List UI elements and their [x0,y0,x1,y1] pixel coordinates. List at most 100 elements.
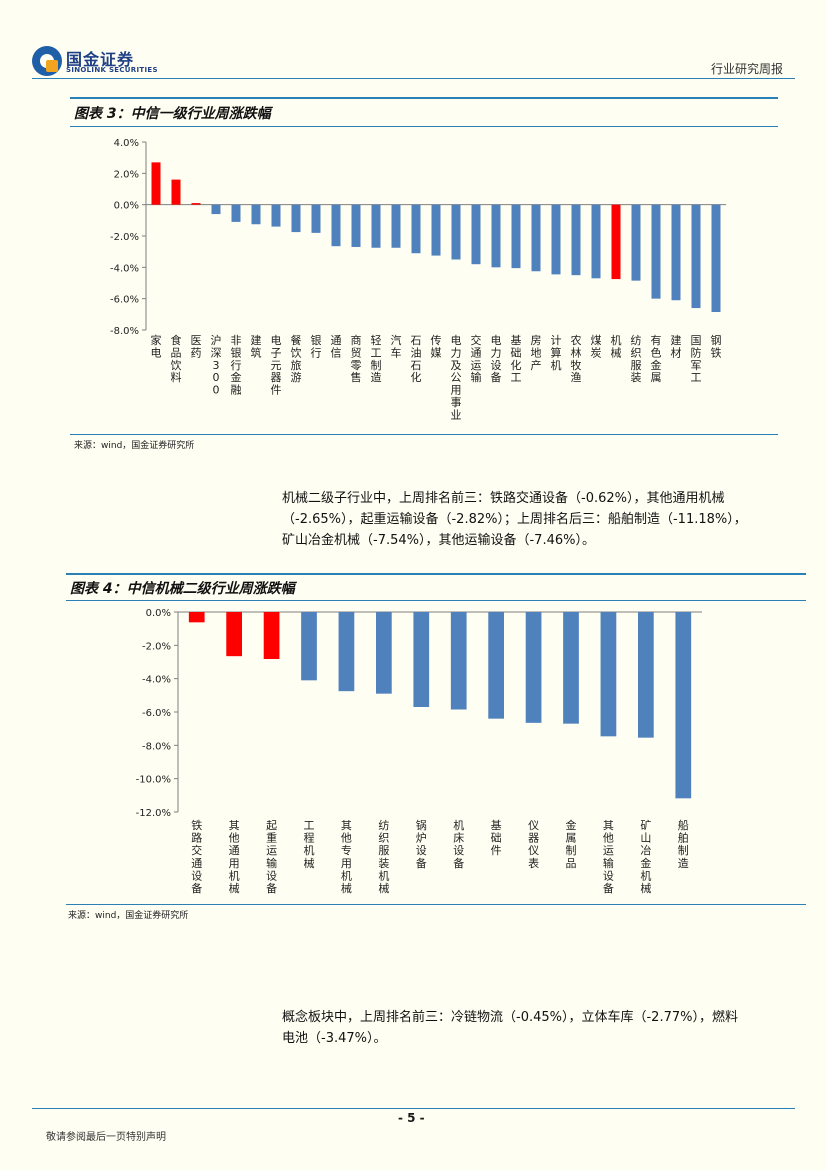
x-tick-label: 医药 [191,334,202,359]
x-tick-label: 煤炭 [591,334,602,359]
bar [231,204,241,222]
bar [371,204,381,248]
x-tick-label: 沪深 3 0 0 [211,333,222,397]
paragraph-line: （-2.65%），起重运输设备（-2.82%）；上周排名后三：船舶制造（-11.… [282,512,747,527]
figure3-title-rule [70,126,778,127]
x-tick-label: 纺织服装机械 [378,818,389,895]
bar [471,204,481,265]
bar [211,204,221,215]
y-tick-label: 4.0% [114,138,139,149]
x-tick-label: 工程机械 [304,819,315,870]
figure4-bottom-rule [66,904,806,905]
x-tick-label: 其他运输设备 [603,819,614,895]
x-tick-label: 房地产 [531,334,542,372]
bar [671,204,681,301]
x-tick-label: 计算机 [551,334,562,372]
x-tick-label: 建材 [671,333,682,359]
x-tick-label: 非银行金融 [231,334,242,397]
bar [450,612,467,710]
x-tick-label: 传媒 [431,334,442,359]
y-tick-label: -10.0% [136,775,171,786]
y-tick-label: -8.0% [142,741,171,752]
bar [511,204,521,269]
document-type: 行业研究周报 [710,62,783,76]
x-tick-label: 建筑 [251,333,262,359]
figure4-chart: 0.0% -2.0% -4.0% -6.0% -8.0% -10.0% -12.0% 铁路交通… [136,608,702,895]
figure3-title: 图表 3：中信一级行业周涨跌幅 [74,106,271,122]
figure3-bottom-rule [70,434,778,435]
bar [191,203,201,205]
bar [413,612,430,707]
bar [551,204,561,275]
bar [631,204,641,281]
bar [525,612,542,723]
x-tick-label: 铁路交通设备 [191,819,202,895]
bar [151,162,161,205]
x-tick-label: 商贸零售 [351,333,362,384]
bar [311,204,321,233]
paragraph-line: 电池（-3.47%）。 [282,1031,387,1046]
x-tick-label: 金属制品 [566,818,577,870]
figure3-chart: 4.0% 2.0% 0.0% -2.0% -4.0% -6.0% -8.0% 家电食品饮料医药… [110,138,726,421]
bar [351,204,361,247]
x-tick-label: 有色金属 [651,333,662,384]
x-tick-label: 起重运输设备 [266,819,277,895]
x-tick-label: 机械 [611,333,622,359]
x-tick-label: 交通运输 [471,333,482,384]
x-tick-label: 纺织服装 [631,333,642,384]
paragraph-line: 概念板块中，上周排名前三：冷链物流（-0.45%），立体车库（-2.77%），燃… [282,1010,738,1025]
bar [451,204,461,260]
bar [531,204,541,272]
bar [691,204,701,309]
brand-name-cn: 国金证券 [66,50,135,69]
x-tick-label: 锅炉设备 [416,819,427,870]
figure4-source: 来源：wind，国金证券研究所 [68,911,189,921]
x-tick-label: 仪器仪表 [528,819,539,870]
bar [571,204,581,276]
figure4-title: 图表 4：中信机械二级行业周涨跌幅 [70,581,295,597]
bar [338,612,355,692]
y-tick-label: 2.0% [114,169,139,180]
figure3-top-rule [70,97,778,99]
bar [331,204,341,247]
paragraph-subindustry: 机械二级子行业中，上周排名前三：铁路交通设备（-0.62%），其他通用机械 （-… [282,488,792,551]
x-tick-label: 其他专用机械 [341,819,352,895]
x-tick-label: 通信 [331,334,342,359]
x-tick-label: 轻工制造 [371,333,382,384]
y-tick-label: -2.0% [110,232,139,243]
bar [611,204,621,280]
disclaimer-note: 敬请参阅最后一页特别声明 [46,1132,166,1143]
y-tick-label: 0.0% [146,608,171,619]
bar [271,204,281,227]
x-tick-label: 机床设备 [453,818,464,870]
bar [251,204,261,225]
bar [301,612,317,681]
x-tick-label: 基础件 [491,819,502,857]
x-tick-label: 餐饮旅游 [291,333,302,384]
bar [391,204,401,248]
paragraph-line: 机械二级子行业中，上周排名前三：铁路交通设备（-0.62%），其他通用机械 [282,491,725,506]
y-tick-label: -6.0% [110,295,139,306]
paragraph-line: 矿山冶金机械（-7.54%），其他运输设备（-7.46%）。 [282,533,595,548]
x-tick-label: 基础化工 [511,334,522,384]
bar [431,204,441,256]
x-tick-label: 矿山冶金机械 [640,819,651,895]
x-tick-label: 家电 [151,333,162,359]
bar [171,179,181,205]
figure3-source: 来源：wind，国金证券研究所 [74,441,195,451]
x-tick-label: 石油石化 [411,334,422,384]
bar [711,204,721,312]
bar [263,612,280,659]
x-tick-label: 食品饮料 [171,333,182,384]
paragraph-concepts: 概念板块中，上周排名前三：冷链物流（-0.45%），立体车库（-2.77%），燃… [282,1007,792,1049]
x-tick-label: 电力及公用事业 [451,334,462,421]
x-tick-label: 钢铁 [711,334,722,359]
figure4-top-rule [66,573,806,575]
x-tick-label: 国防军工 [691,334,702,384]
y-tick-label: -4.0% [110,263,139,274]
y-tick-label: -6.0% [142,708,171,719]
bar [488,612,505,719]
x-tick-label: 农林牧渔 [571,333,582,384]
y-tick-label: -2.0% [142,641,171,652]
bar [651,204,661,299]
